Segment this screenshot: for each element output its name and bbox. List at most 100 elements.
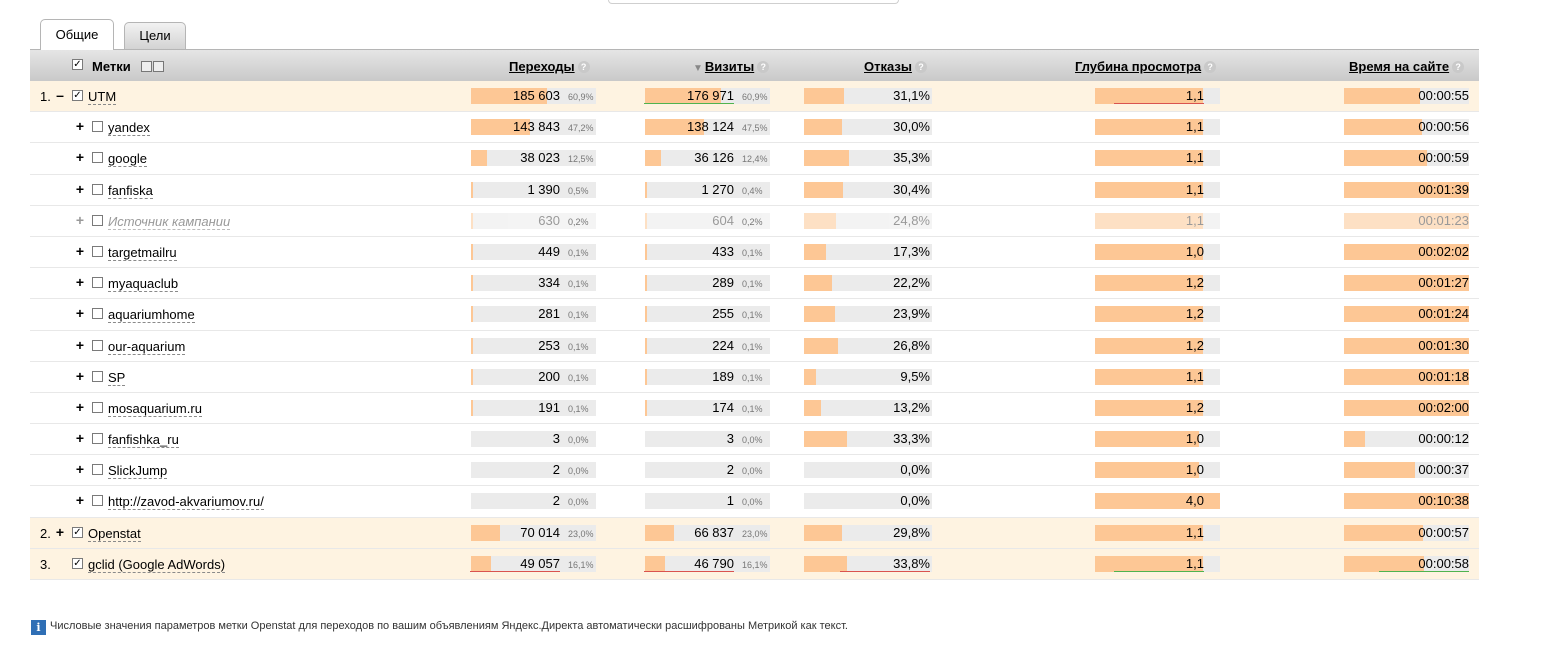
list-view-icon[interactable] bbox=[153, 61, 164, 72]
row-checkbox[interactable] bbox=[92, 308, 103, 320]
row-label[interactable]: our-aquarium bbox=[108, 338, 186, 355]
row-label-link[interactable]: gclid (Google AdWords) bbox=[88, 556, 226, 573]
row-label[interactable]: UTM bbox=[88, 89, 117, 105]
row-label-link[interactable]: fanfishka_ru bbox=[108, 432, 179, 449]
depth-header-link[interactable]: Глубина просмотра bbox=[1075, 59, 1202, 74]
row-checkbox[interactable] bbox=[92, 370, 103, 382]
bar-fill bbox=[471, 119, 530, 136]
expand-toggle[interactable]: + bbox=[75, 461, 85, 478]
row-label-link[interactable]: SlickJump bbox=[108, 463, 168, 480]
bar-track bbox=[645, 243, 770, 260]
table-header: ✓ Метки Переходы? ▼ Визиты? Отказы? Глуби… bbox=[30, 49, 1479, 81]
row-label[interactable]: SlickJump bbox=[108, 463, 168, 480]
row-label-link[interactable]: Источник кампании bbox=[108, 213, 231, 230]
row-label[interactable]: mosaquarium.ru bbox=[108, 400, 202, 417]
row-checkbox[interactable] bbox=[92, 121, 103, 133]
time-header-link[interactable]: Время на сайте bbox=[1349, 59, 1450, 74]
row-label-link[interactable]: aquariumhome bbox=[108, 307, 195, 324]
expand-toggle[interactable]: + bbox=[75, 149, 85, 166]
row-label[interactable]: gclid (Google AdWords) bbox=[88, 556, 226, 573]
expand-toggle[interactable]: + bbox=[75, 118, 85, 135]
row-checkbox[interactable] bbox=[92, 495, 103, 507]
row-label[interactable]: Openstat bbox=[88, 525, 141, 542]
metric-percent: 0,2% bbox=[568, 216, 589, 227]
table-row: + fanfiska 1 390 0,5% 1 270 0,4% 30,4% 1,1 00:01… bbox=[30, 175, 1479, 206]
select-all-checkbox[interactable]: ✓ bbox=[72, 59, 83, 70]
row-label[interactable]: targetmailru bbox=[108, 244, 177, 261]
expand-toggle[interactable]: + bbox=[75, 305, 85, 322]
row-label-link[interactable]: SP bbox=[108, 369, 126, 386]
row-label-link[interactable]: fanfiska bbox=[108, 182, 153, 199]
help-icon[interactable]: ? bbox=[577, 61, 590, 73]
bar-track bbox=[645, 462, 770, 479]
row-label[interactable]: aquariumhome bbox=[108, 307, 195, 324]
search-box-top[interactable] bbox=[608, 0, 899, 4]
row-label[interactable]: fanfiska bbox=[108, 182, 153, 199]
row-checkbox[interactable]: ✓ bbox=[72, 526, 83, 538]
row-checkbox[interactable] bbox=[92, 401, 103, 413]
row-label[interactable]: SP bbox=[108, 369, 126, 386]
view-mode-icons[interactable] bbox=[141, 60, 165, 75]
row-checkbox[interactable]: ✓ bbox=[72, 557, 83, 569]
row-checkbox[interactable] bbox=[92, 464, 103, 476]
row-checkbox[interactable]: ✓ bbox=[72, 90, 83, 101]
row-label[interactable]: yandex bbox=[108, 120, 150, 137]
metric-percent: 0,0% bbox=[742, 497, 763, 508]
transitions-header-link[interactable]: Переходы bbox=[509, 59, 575, 74]
table-row: + Источник кампании 630 0,2% 604 0,2% 24,8% 1,1… bbox=[30, 206, 1479, 237]
transitions-header[interactable]: Переходы? bbox=[509, 59, 590, 74]
row-label-link[interactable]: myaquaclub bbox=[108, 276, 179, 293]
tab-goals[interactable]: Цели bbox=[124, 22, 186, 49]
row-label[interactable]: Источник кампании bbox=[108, 213, 231, 230]
bar-track bbox=[471, 368, 596, 385]
row-checkbox[interactable] bbox=[92, 152, 103, 164]
expand-toggle[interactable]: + bbox=[75, 274, 85, 291]
depth-header[interactable]: Глубина просмотра? bbox=[1075, 59, 1217, 74]
row-label-link[interactable]: Openstat bbox=[88, 525, 141, 542]
metric-percent: 23,0% bbox=[742, 528, 768, 539]
row-checkbox[interactable] bbox=[92, 245, 103, 257]
collapse-toggle[interactable]: – bbox=[56, 87, 64, 103]
expand-toggle[interactable]: + bbox=[75, 242, 85, 259]
bounces-header[interactable]: Отказы? bbox=[864, 59, 927, 74]
visits-header[interactable]: ▼ Визиты? bbox=[693, 59, 770, 74]
row-label-link[interactable]: UTM bbox=[88, 89, 117, 105]
bounces-header-link[interactable]: Отказы bbox=[864, 59, 912, 74]
expand-toggle[interactable]: + bbox=[75, 492, 85, 509]
row-label[interactable]: myaquaclub bbox=[108, 276, 179, 293]
help-icon[interactable]: ? bbox=[914, 61, 927, 73]
row-label[interactable]: http://zavod-akvariumov.ru/ bbox=[108, 494, 264, 511]
help-icon[interactable]: ? bbox=[1452, 61, 1465, 73]
expand-toggle[interactable]: + bbox=[75, 367, 85, 384]
help-icon[interactable]: ? bbox=[1204, 61, 1217, 73]
expand-toggle[interactable]: + bbox=[75, 180, 85, 197]
row-label[interactable]: fanfishka_ru bbox=[108, 432, 179, 449]
row-checkbox[interactable] bbox=[92, 339, 103, 351]
tab-general[interactable]: Общие bbox=[40, 19, 114, 50]
visits-header-link[interactable]: Визиты bbox=[704, 59, 755, 74]
time-header[interactable]: Время на сайте? bbox=[1349, 59, 1465, 74]
row-label-link[interactable]: google bbox=[108, 151, 148, 168]
expand-toggle[interactable]: + bbox=[75, 398, 85, 415]
row-checkbox[interactable] bbox=[92, 183, 103, 195]
row-label-link[interactable]: mosaquarium.ru bbox=[108, 400, 202, 417]
tree-view-icon[interactable] bbox=[141, 61, 152, 72]
bar-track bbox=[645, 555, 770, 572]
bar-track bbox=[1344, 462, 1469, 479]
row-label[interactable]: google bbox=[108, 151, 148, 168]
row-label-link[interactable]: targetmailru bbox=[108, 244, 177, 261]
row-checkbox[interactable] bbox=[92, 214, 103, 226]
row-checkbox[interactable] bbox=[92, 433, 103, 445]
bar-fill bbox=[645, 181, 647, 198]
expand-toggle[interactable]: + bbox=[55, 523, 65, 540]
expand-toggle[interactable]: + bbox=[75, 430, 85, 447]
expand-toggle[interactable]: + bbox=[75, 211, 85, 228]
row-label-link[interactable]: http://zavod-akvariumov.ru/ bbox=[108, 494, 264, 511]
row-label-link[interactable]: our-aquarium bbox=[108, 338, 186, 355]
row-checkbox[interactable] bbox=[92, 277, 103, 289]
row-label-link[interactable]: yandex bbox=[108, 120, 150, 137]
bar-fill bbox=[1344, 462, 1416, 479]
help-icon[interactable]: ? bbox=[757, 61, 770, 73]
expand-toggle[interactable]: + bbox=[75, 336, 85, 353]
table-row: 1. – ✓ UTM 185 603 60,9% 176 971 60,9% 31,1% 1,1 0… bbox=[30, 81, 1479, 113]
